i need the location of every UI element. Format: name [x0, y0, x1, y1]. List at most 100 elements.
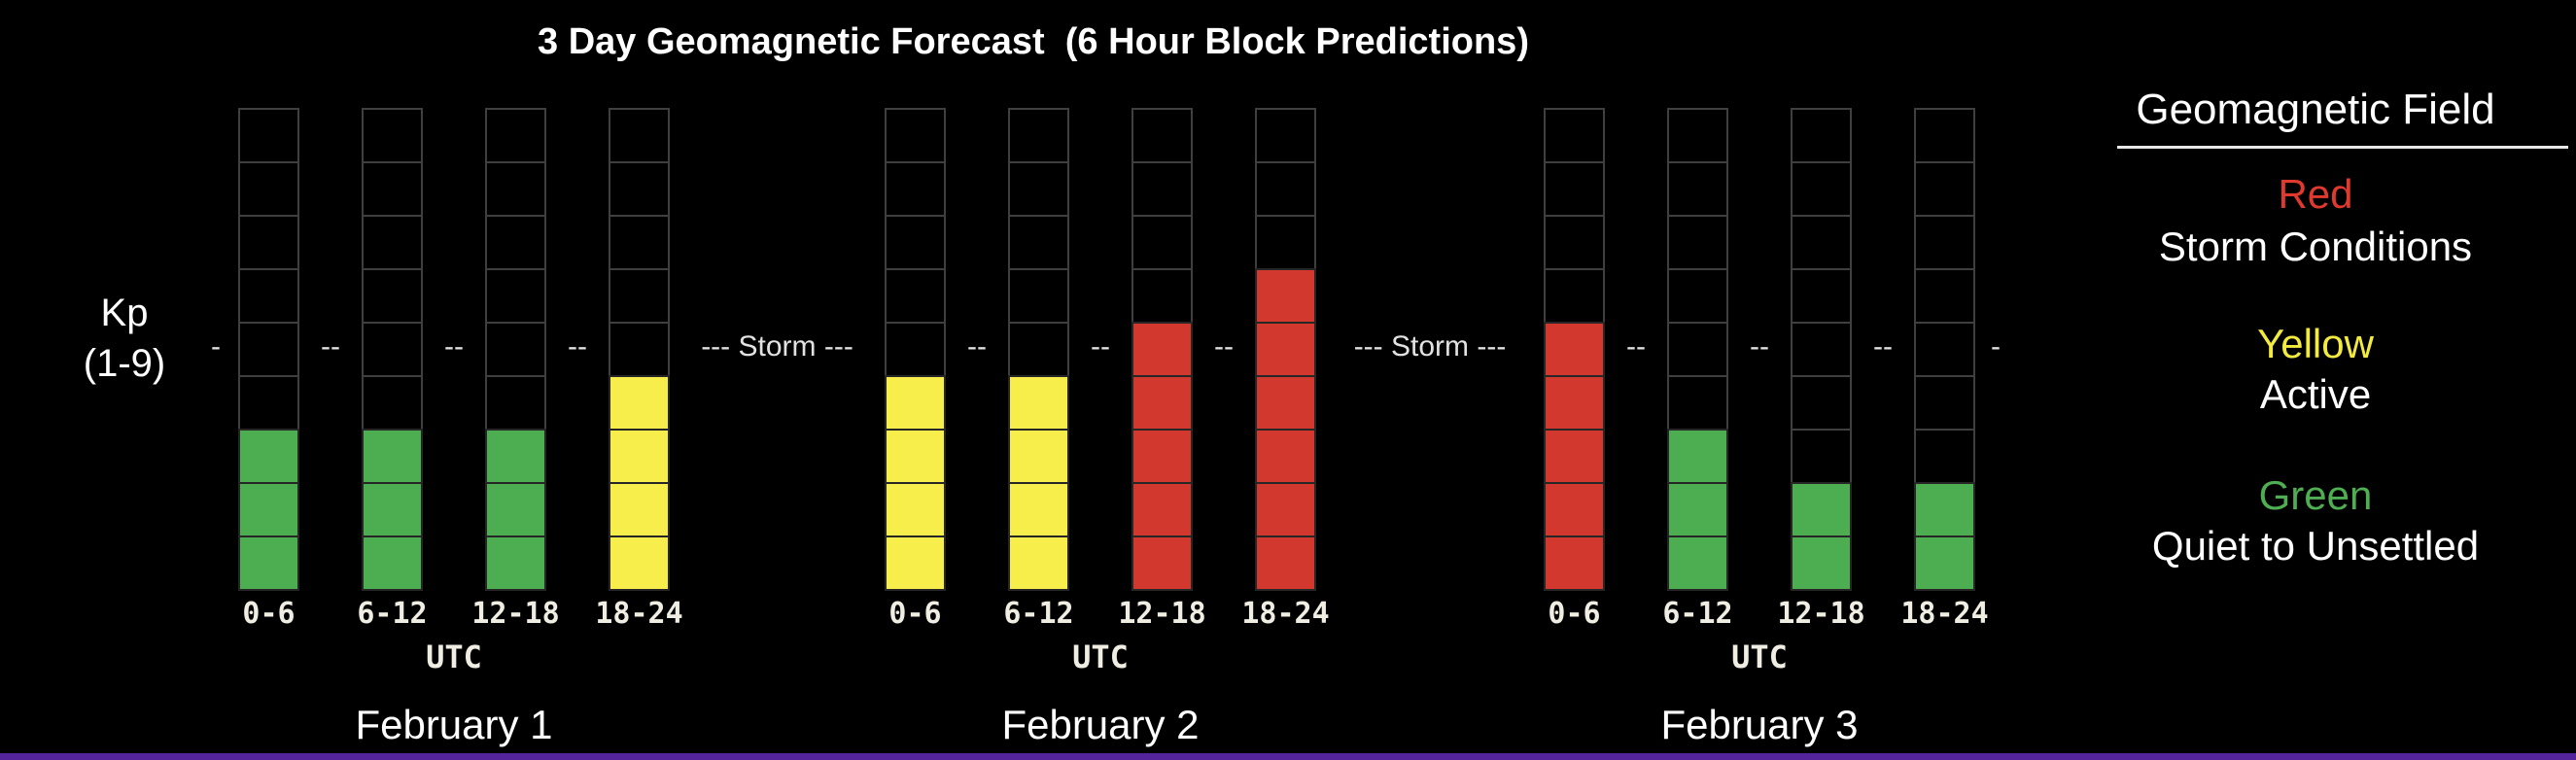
utc-label: UTC — [426, 639, 482, 675]
bottom-accent-bar — [0, 753, 2576, 760]
kp-cell-empty — [885, 322, 946, 377]
utc-block-label: 0-6 — [242, 597, 296, 631]
kp-cell-filled-yellow — [1008, 482, 1069, 537]
kp-cell-filled-green — [238, 429, 299, 484]
kp-cell-filled-yellow — [609, 429, 670, 484]
utc-block-label: 6-12 — [1662, 597, 1733, 631]
kp-cell-filled-green — [1914, 535, 1975, 591]
kp-cell-filled-red — [1544, 482, 1605, 537]
kp-cell-empty — [1791, 161, 1852, 217]
kp-cell-filled-green — [1667, 482, 1728, 537]
kp-cell-empty — [1791, 268, 1852, 324]
kp-cell-empty — [1791, 322, 1852, 377]
kp-cell-empty — [1255, 161, 1316, 217]
kp-cell-empty — [1667, 108, 1728, 163]
utc-block-label: 18-24 — [595, 597, 683, 631]
kp-bar — [1544, 108, 1605, 591]
legend-color-red: Red — [2278, 171, 2353, 217]
kp-cell-filled-red — [1131, 535, 1193, 591]
kp-bar — [1667, 108, 1728, 591]
kp-cell-empty — [1131, 108, 1193, 163]
kp-cell-empty — [1008, 215, 1069, 270]
kp-cell-filled-red — [1255, 429, 1316, 484]
kp-cell-empty — [885, 161, 946, 217]
kp-cell-filled-yellow — [885, 535, 946, 591]
utc-block-label: 18-24 — [1900, 597, 1989, 631]
kp-axis-label: Kp (1-9) — [47, 288, 202, 389]
kp-cell-empty — [1791, 108, 1852, 163]
kp-cell-empty — [485, 215, 546, 270]
kp-cell-filled-red — [1544, 535, 1605, 591]
kp-cell-filled-green — [1791, 482, 1852, 537]
kp-cell-filled-yellow — [609, 482, 670, 537]
kp-cell-filled-green — [485, 535, 546, 591]
kp-cell-empty — [1255, 215, 1316, 270]
kp-cell-empty — [885, 215, 946, 270]
kp-cell-empty — [609, 322, 670, 377]
utc-block-label: 12-18 — [1118, 597, 1206, 631]
kp-bar — [885, 108, 946, 591]
kp-cell-empty — [1131, 268, 1193, 324]
storm-line-edge-dash: - — [1991, 330, 2001, 363]
kp-cell-filled-green — [362, 482, 423, 537]
kp-cell-empty — [238, 108, 299, 163]
kp-cell-empty — [1544, 161, 1605, 217]
kp-cell-empty — [362, 268, 423, 324]
kp-cell-filled-red — [1544, 429, 1605, 484]
kp-cell-empty — [362, 161, 423, 217]
kp-axis-label-line2: (1-9) — [83, 342, 166, 385]
kp-cell-empty — [238, 215, 299, 270]
kp-cell-empty — [1914, 108, 1975, 163]
kp-cell-filled-yellow — [1008, 535, 1069, 591]
legend-divider — [2117, 146, 2568, 149]
kp-cell-filled-red — [1131, 429, 1193, 484]
kp-cell-filled-yellow — [885, 482, 946, 537]
legend-heading: Geomagnetic Field — [2136, 86, 2495, 133]
utc-block-label: 18-24 — [1241, 597, 1330, 631]
kp-bar — [609, 108, 670, 591]
kp-cell-filled-green — [362, 429, 423, 484]
kp-cell-empty — [1914, 161, 1975, 217]
kp-cell-empty — [1667, 215, 1728, 270]
kp-cell-filled-yellow — [1008, 375, 1069, 431]
storm-line-label: --- Storm --- — [701, 330, 853, 363]
kp-cell-empty — [1544, 215, 1605, 270]
kp-cell-empty — [885, 108, 946, 163]
kp-cell-empty — [1008, 161, 1069, 217]
kp-cell-empty — [362, 108, 423, 163]
kp-cell-empty — [1914, 375, 1975, 431]
kp-cell-filled-red — [1255, 535, 1316, 591]
storm-line-dash: -- — [1750, 330, 1769, 363]
storm-line-dash: -- — [444, 330, 464, 363]
legend-desc-active: Active — [2259, 371, 2372, 417]
utc-block-label: 6-12 — [357, 597, 428, 631]
kp-cell-empty — [1008, 268, 1069, 324]
kp-cell-empty — [1255, 108, 1316, 163]
kp-cell-empty — [1791, 429, 1852, 484]
legend-desc-quiet: Quiet to Unsettled — [2151, 523, 2480, 569]
kp-cell-empty — [1667, 161, 1728, 217]
kp-cell-empty — [1131, 161, 1193, 217]
kp-cell-filled-red — [1131, 322, 1193, 377]
kp-cell-empty — [238, 268, 299, 324]
kp-cell-empty — [485, 375, 546, 431]
storm-line-dash: -- — [1873, 330, 1893, 363]
kp-bar — [1008, 108, 1069, 591]
kp-cell-empty — [609, 215, 670, 270]
kp-cell-empty — [1008, 108, 1069, 163]
kp-cell-empty — [885, 268, 946, 324]
kp-cell-filled-green — [485, 482, 546, 537]
kp-cell-filled-red — [1131, 375, 1193, 431]
kp-cell-filled-red — [1255, 375, 1316, 431]
kp-axis-label-line1: Kp — [100, 292, 149, 334]
kp-cell-filled-red — [1255, 322, 1316, 377]
kp-cell-filled-green — [485, 429, 546, 484]
storm-line-dash: -- — [1091, 330, 1110, 363]
utc-block-label: 0-6 — [1548, 597, 1601, 631]
kp-cell-empty — [1914, 268, 1975, 324]
legend-desc-storm: Storm Conditions — [2158, 224, 2473, 269]
kp-cell-filled-red — [1544, 375, 1605, 431]
storm-line-dash: -- — [321, 330, 340, 363]
kp-cell-empty — [1008, 322, 1069, 377]
kp-cell-filled-yellow — [1008, 429, 1069, 484]
